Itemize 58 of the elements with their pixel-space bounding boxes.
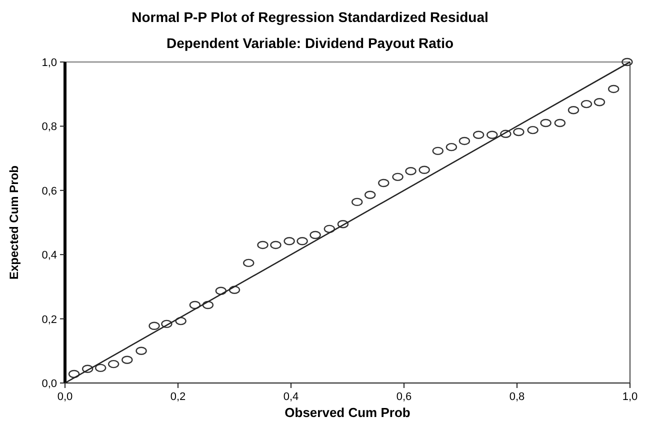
point <box>310 230 321 240</box>
point <box>608 84 620 94</box>
point <box>161 320 172 328</box>
point <box>215 286 227 295</box>
point <box>418 166 430 174</box>
point <box>594 98 606 106</box>
point <box>527 126 538 134</box>
point <box>364 190 376 199</box>
point <box>500 130 512 138</box>
point <box>622 58 633 66</box>
point <box>94 364 106 372</box>
x-tick-label: 0,6 <box>396 391 412 403</box>
point <box>554 118 566 128</box>
point <box>68 370 80 378</box>
chart-title: Normal P-P Plot of Regression Standardized Residual <box>132 9 488 25</box>
point <box>432 146 444 156</box>
point <box>189 300 201 310</box>
point <box>324 224 336 234</box>
point <box>337 220 349 228</box>
y-tick-label: 0,0 <box>42 378 57 390</box>
point <box>148 322 160 330</box>
point <box>580 100 592 108</box>
point <box>82 364 94 373</box>
point <box>136 346 147 355</box>
point <box>175 316 186 326</box>
point <box>228 286 240 294</box>
x-tick-label: 0,4 <box>283 391 299 403</box>
point <box>243 258 254 268</box>
x-axis-title: Observed Cum Prob <box>284 405 410 420</box>
point <box>446 142 458 152</box>
point <box>472 130 484 139</box>
point <box>378 178 390 188</box>
y-tick-label: 0,6 <box>42 185 57 198</box>
point <box>405 167 416 176</box>
point <box>568 106 580 114</box>
point <box>108 360 120 368</box>
y-tick-label: 1,0 <box>42 57 57 69</box>
chart-subtitle: Dependent Variable: Dividend Payout Ratio <box>166 35 454 51</box>
y-tick-label: 0,4 <box>42 250 57 262</box>
point <box>352 198 363 206</box>
point <box>296 237 308 246</box>
y-tick-label: 0,2 <box>42 314 57 326</box>
y-tick-label: 0,8 <box>42 121 57 134</box>
point <box>202 300 214 310</box>
x-tick-label: 1,0 <box>622 391 638 403</box>
point <box>257 240 268 250</box>
point <box>513 128 524 136</box>
x-tick-label: 0,0 <box>57 391 73 403</box>
point <box>540 118 552 128</box>
x-tick-label: 0,8 <box>509 391 525 403</box>
y-axis-title: Expected Cum Prob <box>7 165 21 280</box>
point <box>458 136 470 146</box>
point <box>392 172 404 182</box>
point <box>270 240 282 250</box>
point <box>284 237 295 246</box>
x-tick-label: 0,2 <box>170 391 186 403</box>
point <box>486 130 498 139</box>
point <box>122 356 133 364</box>
